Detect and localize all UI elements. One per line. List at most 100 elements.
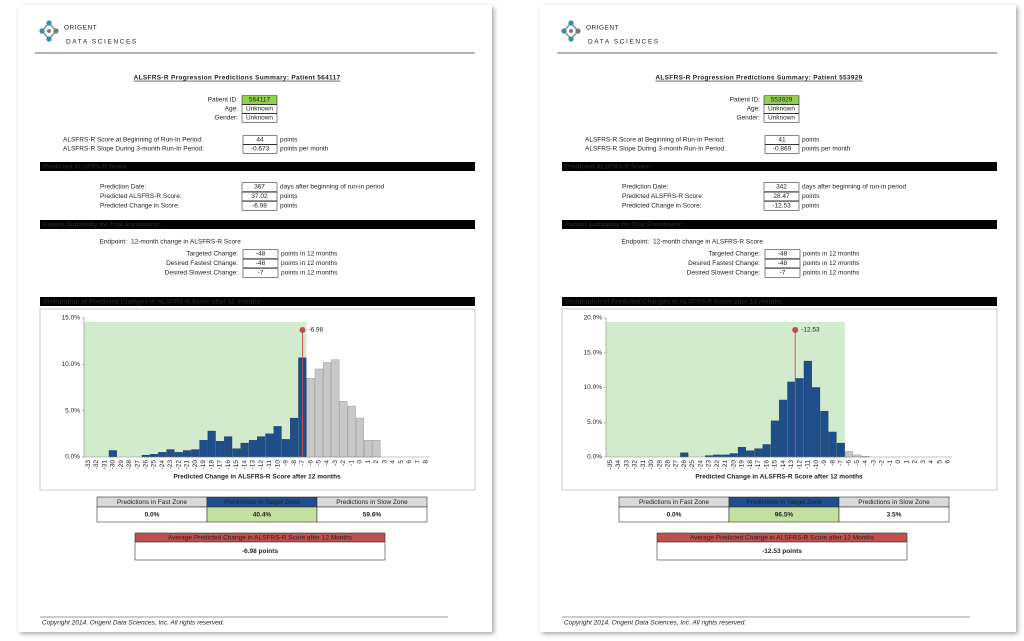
unit: points bbox=[280, 203, 298, 210]
x-tick-label: -27 bbox=[134, 460, 141, 470]
value-box bbox=[764, 144, 800, 154]
value: -0.673 bbox=[251, 146, 270, 153]
x-tick-label: 3 bbox=[381, 460, 388, 464]
value: 44 bbox=[256, 137, 264, 144]
report-page: ORIGENT DATA SCIENCES ALSFRS-R Progression… bbox=[557, 25, 998, 627]
value-box bbox=[241, 201, 278, 211]
value: 342 bbox=[776, 184, 787, 191]
x-tick-label: -18 bbox=[208, 460, 215, 470]
x-tick-label: 5 bbox=[398, 460, 405, 464]
field-value: 12-month change in ALSFRS-R Score bbox=[131, 239, 241, 246]
x-tick-label: -4 bbox=[324, 460, 331, 466]
bar bbox=[191, 449, 200, 458]
bar bbox=[108, 450, 117, 458]
bar bbox=[355, 417, 364, 458]
x-tick-label: -11 bbox=[805, 460, 812, 469]
x-tick-label: -13 bbox=[250, 460, 257, 470]
unit: points bbox=[280, 193, 298, 200]
x-tick-label: 4 bbox=[928, 460, 935, 464]
bar bbox=[314, 368, 323, 458]
copyright: Copyright 2014. Origent Data Sciences, I… bbox=[42, 620, 224, 627]
x-tick-label: -12 bbox=[258, 460, 265, 470]
zone-header: Predictions in Target Zone bbox=[224, 499, 300, 506]
x-tick-label: -22 bbox=[714, 460, 721, 470]
y-tick-label: 10.0% bbox=[62, 361, 81, 368]
value: -7 bbox=[258, 270, 264, 277]
field-label: Prediction Date: bbox=[622, 184, 668, 191]
field-label: Targeted Change: bbox=[708, 251, 760, 258]
unit: days after beginning of run-in period bbox=[280, 184, 384, 191]
y-tick-label: 15.0% bbox=[62, 315, 81, 322]
x-tick-label: -24 bbox=[159, 460, 166, 470]
field-label: Targeted Change: bbox=[186, 251, 238, 258]
x-tick-label: -21 bbox=[184, 460, 191, 470]
field-label: Gender: bbox=[737, 115, 761, 122]
x-tick-label: 0 bbox=[357, 460, 364, 464]
bar bbox=[795, 378, 804, 458]
report-title: ALSFRS-R Progression Predictions Summary… bbox=[655, 75, 862, 82]
prediction-marker-label: -12.53 bbox=[801, 327, 820, 334]
field-label: Patient ID: bbox=[208, 97, 239, 104]
zone-value: 0.0% bbox=[145, 512, 160, 519]
x-tick-label: -6 bbox=[846, 460, 853, 466]
zone-header: Predictions in Fast Zone bbox=[639, 499, 709, 506]
value: -48 bbox=[778, 260, 788, 267]
x-tick-label: 2 bbox=[912, 460, 919, 464]
bar bbox=[281, 439, 290, 458]
x-tick-label: -23 bbox=[706, 460, 713, 470]
x-tick-label: -4 bbox=[862, 460, 869, 466]
bar bbox=[224, 436, 233, 458]
bar bbox=[770, 420, 779, 458]
value: 564117 bbox=[249, 97, 271, 104]
value-box bbox=[763, 113, 800, 123]
x-tick-label: -20 bbox=[192, 460, 199, 470]
value-box bbox=[763, 182, 800, 192]
field-label: Predicted ALSFRS-R Score: bbox=[100, 193, 182, 200]
x-tick-label: -14 bbox=[241, 460, 248, 470]
logo-name: ORIGENT bbox=[586, 25, 619, 32]
field-label: Desired Fastest Change: bbox=[166, 260, 238, 267]
x-tick-label: -6 bbox=[307, 460, 314, 466]
bar bbox=[845, 451, 854, 458]
bar bbox=[713, 454, 722, 458]
x-tick-label: -1 bbox=[348, 460, 355, 466]
x-tick-label: 2 bbox=[373, 460, 380, 464]
bar bbox=[372, 440, 381, 458]
section-title: Predicted ALSFRS-R Score bbox=[43, 163, 127, 170]
x-tick-label: -27 bbox=[673, 460, 680, 470]
x-tick-label: 1 bbox=[365, 460, 372, 464]
average-value-cell bbox=[656, 541, 908, 561]
bar bbox=[729, 453, 738, 458]
y-tick-label: 20.0% bbox=[584, 315, 603, 322]
x-tick-label: -30 bbox=[110, 460, 117, 470]
bar bbox=[150, 454, 159, 458]
bar bbox=[182, 450, 191, 458]
unit: points in 12 months bbox=[803, 251, 860, 258]
field-label: Desired Fastest Change: bbox=[688, 260, 760, 267]
value: Unknown bbox=[768, 106, 795, 113]
bar bbox=[158, 452, 167, 458]
logo-name: ORIGENT bbox=[64, 25, 97, 32]
value: 41 bbox=[778, 137, 786, 144]
bar bbox=[737, 447, 746, 458]
section-bar bbox=[40, 297, 475, 306]
x-tick-label: 6 bbox=[406, 460, 413, 464]
bar bbox=[331, 359, 340, 458]
average-header: Average Predicted Change in ALSFRS-R Sco… bbox=[690, 535, 875, 542]
value: 28.47 bbox=[773, 193, 790, 200]
x-tick-label: 0 bbox=[895, 460, 902, 464]
section-bar bbox=[562, 297, 997, 306]
value-box bbox=[241, 113, 278, 123]
field-label: Predicted ALSFRS-R Score: bbox=[622, 193, 704, 200]
bar bbox=[290, 417, 299, 458]
bar bbox=[323, 362, 332, 458]
unit: points bbox=[280, 137, 298, 144]
y-tick-label: 5.0% bbox=[65, 407, 80, 414]
x-tick-label: -12 bbox=[796, 460, 803, 470]
average-value-cell bbox=[134, 541, 386, 561]
x-tick-label: 7 bbox=[414, 460, 421, 464]
x-tick-label: -35 bbox=[607, 460, 614, 470]
y-tick-label: 0.0% bbox=[587, 454, 602, 461]
x-tick-label: -1 bbox=[887, 460, 894, 466]
